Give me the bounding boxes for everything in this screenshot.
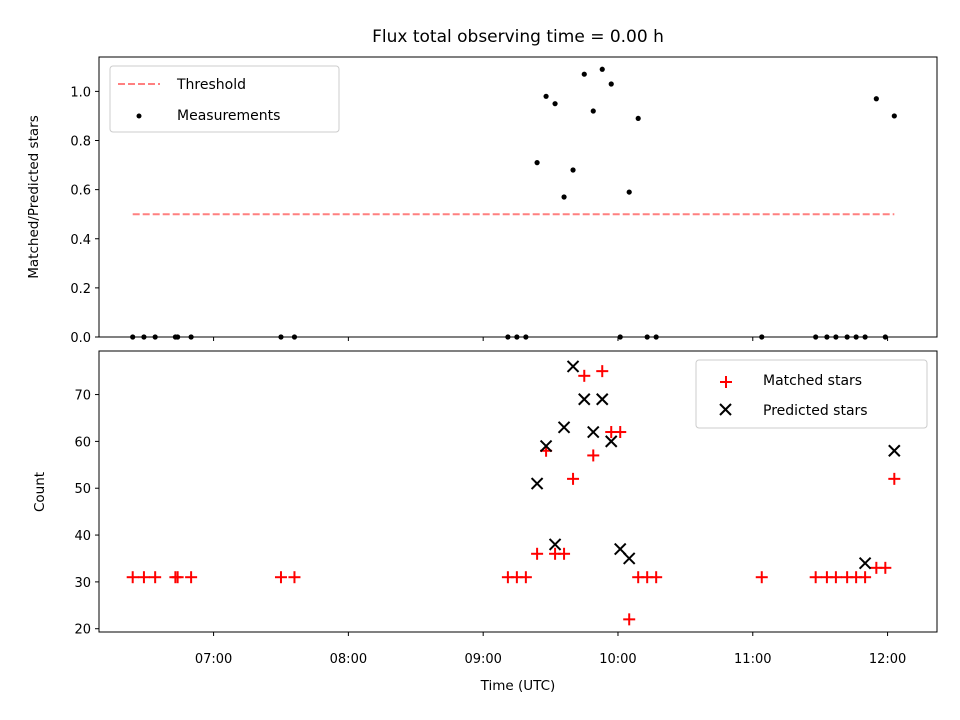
- predicted-star-marker: [614, 542, 627, 556]
- predicted-stars-legend-label: Predicted stars: [763, 403, 868, 419]
- measurement-point: [534, 160, 540, 166]
- matched-star-marker: [288, 571, 301, 584]
- top-y-tick-label: 1.0: [70, 85, 91, 100]
- measurement-point: [590, 108, 596, 114]
- bottom-plot-frame: [98, 350, 938, 633]
- matched-star-marker: [126, 571, 139, 584]
- threshold-legend-label: Threshold: [176, 77, 246, 93]
- bottom-y-axis-ticks: 20 30 40 50 60 70: [74, 389, 99, 638]
- bottom-y-axis-label: Count: [32, 472, 48, 512]
- predicted-star-marker: [566, 360, 580, 373]
- matched-star-marker: [185, 571, 198, 584]
- measurement-point: [873, 96, 879, 102]
- bottom-x-tick-label: 08:00: [330, 652, 367, 667]
- matched-star-marker: [531, 547, 544, 560]
- matched-star-marker: [578, 369, 591, 382]
- predicted-star-marker: [530, 477, 544, 490]
- matched-star-marker: [888, 472, 901, 485]
- top-legend: Threshold Measurements: [109, 65, 340, 133]
- bottom-x-tick-label: 12:00: [869, 652, 906, 667]
- predicted-stars-legend-marker: [719, 403, 732, 416]
- top-y-tick-label: 0.6: [70, 184, 91, 199]
- predicted-star-marker: [557, 421, 571, 434]
- matched-star-marker: [859, 571, 872, 584]
- measurement-point: [581, 71, 587, 77]
- predicted-star-marker: [587, 425, 600, 439]
- measurement-point: [635, 115, 641, 122]
- bottom-legend: Matched stars Predicted stars: [695, 359, 928, 429]
- top-plot-frame: [98, 56, 938, 338]
- top-y-axis-ticks: 0.0 0.2 0.4 0.6 0.8 1.0: [70, 85, 99, 346]
- bottom-x-axis-ticks: 07:00 08:00 09:00 10:00 11:00 12:00: [195, 632, 906, 667]
- matched-star-marker: [519, 571, 532, 584]
- measurements-legend-label: Measurements: [177, 108, 280, 124]
- matched-star-marker: [567, 472, 580, 485]
- bottom-y-tick-label: 20: [74, 623, 91, 638]
- flux-ratio-panel: 0.0 0.2 0.4 0.6 0.8 1.0 Matched/Predicted sta…: [26, 56, 938, 346]
- predicted-star-marker: [858, 556, 872, 570]
- bottom-y-tick-label: 70: [74, 389, 91, 404]
- measurement-point: [552, 101, 558, 107]
- predicted-star-marker: [596, 393, 609, 406]
- measurement-point: [891, 113, 897, 119]
- matched-stars-series: [126, 365, 901, 626]
- matched-star-marker: [274, 571, 287, 584]
- predicted-stars-series: [530, 360, 901, 570]
- top-y-tick-label: 0.4: [70, 233, 91, 248]
- measurements-legend-marker: [136, 113, 142, 119]
- bottom-x-tick-label: 09:00: [464, 652, 501, 667]
- top-y-tick-label: 0.2: [70, 282, 91, 297]
- bottom-y-tick-label: 40: [74, 529, 91, 544]
- bottom-x-tick-label: 07:00: [195, 652, 232, 667]
- matched-star-marker: [829, 571, 842, 584]
- measurement-point: [608, 81, 614, 87]
- bottom-x-axis-label: Time (UTC): [480, 678, 556, 694]
- bottom-x-tick-label: 11:00: [734, 652, 771, 667]
- matched-stars-legend-label: Matched stars: [763, 373, 862, 389]
- matched-star-marker: [809, 571, 822, 584]
- measurement-point: [626, 189, 632, 195]
- predicted-star-marker: [888, 444, 901, 457]
- measurement-point: [599, 66, 605, 72]
- measurement-point: [570, 167, 576, 173]
- top-x-axis-ticks: [213, 337, 889, 341]
- bottom-legend-frame: [695, 359, 928, 429]
- predicted-star-marker: [539, 439, 553, 453]
- predicted-star-marker: [578, 393, 591, 406]
- matched-star-marker: [614, 426, 627, 439]
- matched-star-marker: [755, 571, 768, 584]
- top-y-axis-label: Matched/Predicted stars: [26, 115, 42, 278]
- predicted-star-marker: [623, 552, 636, 565]
- predicted-star-marker: [605, 435, 618, 448]
- matched-star-marker: [587, 449, 600, 462]
- matched-star-marker: [558, 547, 571, 560]
- top-y-tick-label: 0.8: [70, 135, 91, 150]
- bottom-y-tick-label: 30: [74, 576, 91, 591]
- matched-star-marker: [149, 571, 162, 584]
- matched-stars-legend-marker: [720, 376, 732, 388]
- measurement-point: [561, 194, 567, 200]
- bottom-y-tick-label: 60: [74, 435, 91, 450]
- chart-title: Flux total observing time = 0.00 h: [372, 27, 664, 47]
- top-legend-frame: [109, 65, 340, 133]
- matched-star-marker: [596, 365, 609, 378]
- bottom-y-tick-label: 50: [74, 482, 91, 497]
- top-y-tick-label: 0.0: [70, 331, 91, 346]
- matched-star-marker: [137, 571, 150, 584]
- measurement-point: [543, 93, 549, 99]
- bottom-x-tick-label: 10:00: [599, 652, 636, 667]
- matched-star-marker: [879, 561, 892, 574]
- matched-star-marker: [650, 571, 663, 584]
- predicted-star-marker: [548, 538, 562, 551]
- star-count-panel: 20 30 40 50 60 70 07:00 08:00 09:00 10:00 11:00 12…: [32, 350, 938, 694]
- matched-star-marker: [623, 613, 636, 626]
- matched-star-marker: [171, 571, 184, 584]
